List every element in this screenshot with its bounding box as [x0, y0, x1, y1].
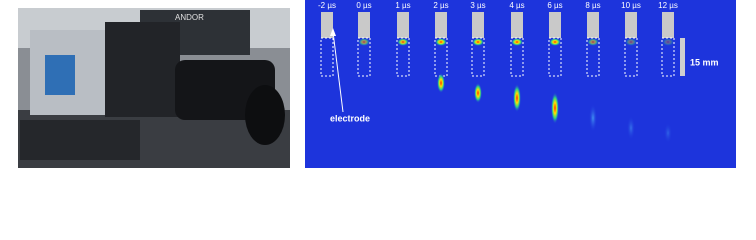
discharge-head — [625, 38, 637, 46]
discharge-plume — [627, 116, 635, 140]
electrode — [321, 12, 333, 38]
discharge-head — [397, 38, 409, 46]
electrode-outline — [320, 37, 334, 77]
arrow-head — [330, 28, 336, 36]
discharge-plume — [474, 83, 482, 103]
time-label: 10 µs — [621, 1, 641, 10]
time-label: -2 µs — [318, 1, 336, 10]
discharge-plume — [437, 73, 445, 93]
electrode — [625, 12, 637, 38]
discharge-plume — [513, 84, 521, 112]
discharge-plume — [551, 92, 559, 124]
electrode-label: electrode — [330, 113, 370, 123]
time-label: 12 µs — [658, 1, 678, 10]
time-label: 2 µs — [433, 1, 448, 10]
electrode — [662, 12, 674, 38]
electrode — [397, 12, 409, 38]
brand-label: ANDOR — [175, 13, 204, 22]
time-label: 6 µs — [547, 1, 562, 10]
discharge-plume — [589, 104, 597, 132]
time-label: 1 µs — [395, 1, 410, 10]
time-label: 8 µs — [585, 1, 600, 10]
frames: -2 µs 0 µs 1 µs 2 µs 3 µs 4 µs 6 µs 8 µs 10 µs 12… — [318, 1, 678, 143]
electrode — [435, 12, 447, 38]
scale-label: 15 mm — [690, 57, 719, 67]
time-label: 3 µs — [470, 1, 485, 10]
electrode — [358, 12, 370, 38]
electrode — [549, 12, 561, 38]
discharge-head — [549, 38, 561, 46]
camera-photo: ANDOR — [18, 8, 290, 168]
electrode — [587, 12, 599, 38]
discharge-head — [435, 38, 447, 46]
discharge-head — [587, 38, 599, 46]
discharge-plume — [664, 123, 672, 143]
time-label: 4 µs — [509, 1, 524, 10]
discharge-head — [472, 38, 484, 46]
time-label: 0 µs — [356, 1, 371, 10]
discharge-head — [662, 38, 674, 46]
discharge-head — [511, 38, 523, 46]
electrode — [511, 12, 523, 38]
electrode — [472, 12, 484, 38]
scale-bar — [680, 38, 685, 76]
electrode-arrow — [332, 31, 344, 113]
discharge-head — [358, 38, 370, 46]
figure: ANDOR -2 µs 0 µs 1 µs 2 µs 3 µs 4 µs 6 µs 8 µs 1… — [18, 0, 736, 168]
page: {"photo": {"brand_label": "ANDOR"}, "seq… — [18, 0, 736, 168]
